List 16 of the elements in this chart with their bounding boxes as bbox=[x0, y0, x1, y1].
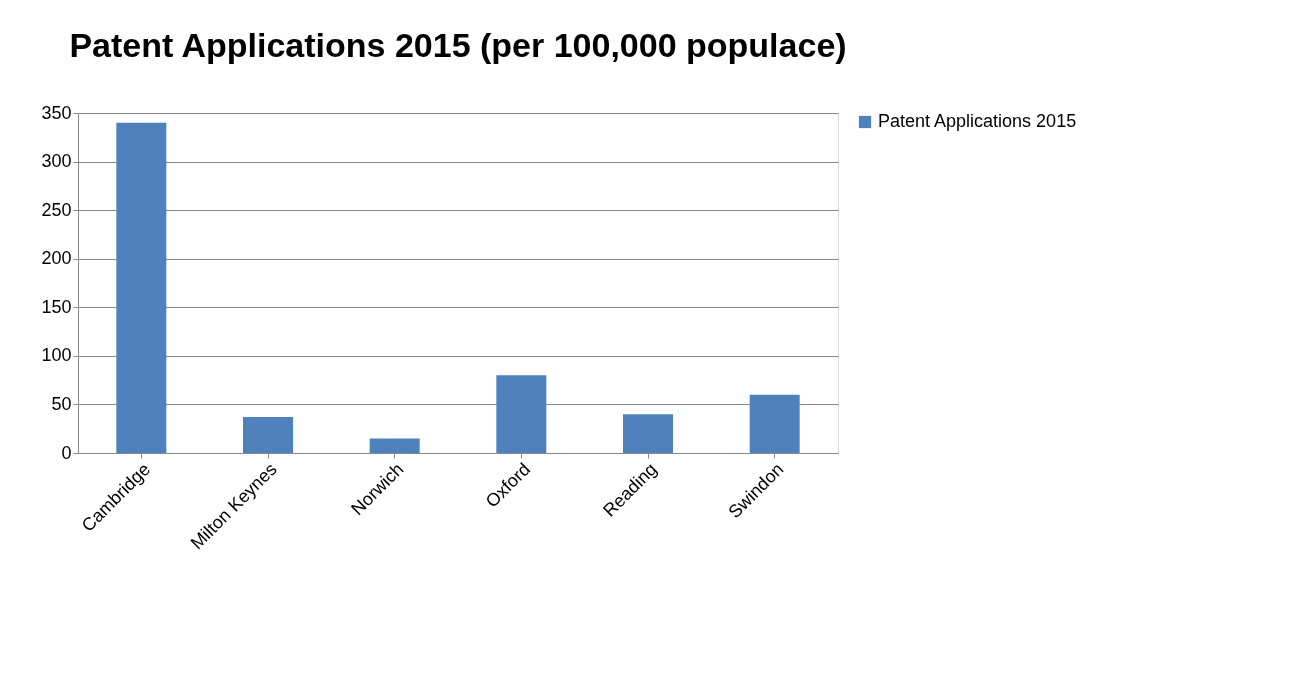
bar bbox=[369, 438, 420, 453]
y-tick-label: 200 bbox=[41, 248, 72, 269]
bar bbox=[243, 417, 293, 453]
y-tick-label: 150 bbox=[41, 296, 72, 317]
y-tick-label: 350 bbox=[41, 102, 72, 123]
bar bbox=[749, 394, 800, 453]
y-tick-label: 250 bbox=[41, 199, 72, 220]
bar bbox=[623, 414, 673, 453]
bar bbox=[116, 122, 167, 453]
bar bbox=[496, 375, 547, 453]
y-tick-label: 0 bbox=[61, 442, 72, 463]
y-tick-label: 300 bbox=[41, 151, 72, 172]
y-tick-label: 50 bbox=[51, 393, 72, 414]
y-tick-label: 100 bbox=[41, 345, 72, 366]
legend-label: Patent Applications 2015 bbox=[878, 111, 1077, 131]
chart-title: Patent Applications 2015 (per 100,000 populace) bbox=[69, 26, 847, 64]
